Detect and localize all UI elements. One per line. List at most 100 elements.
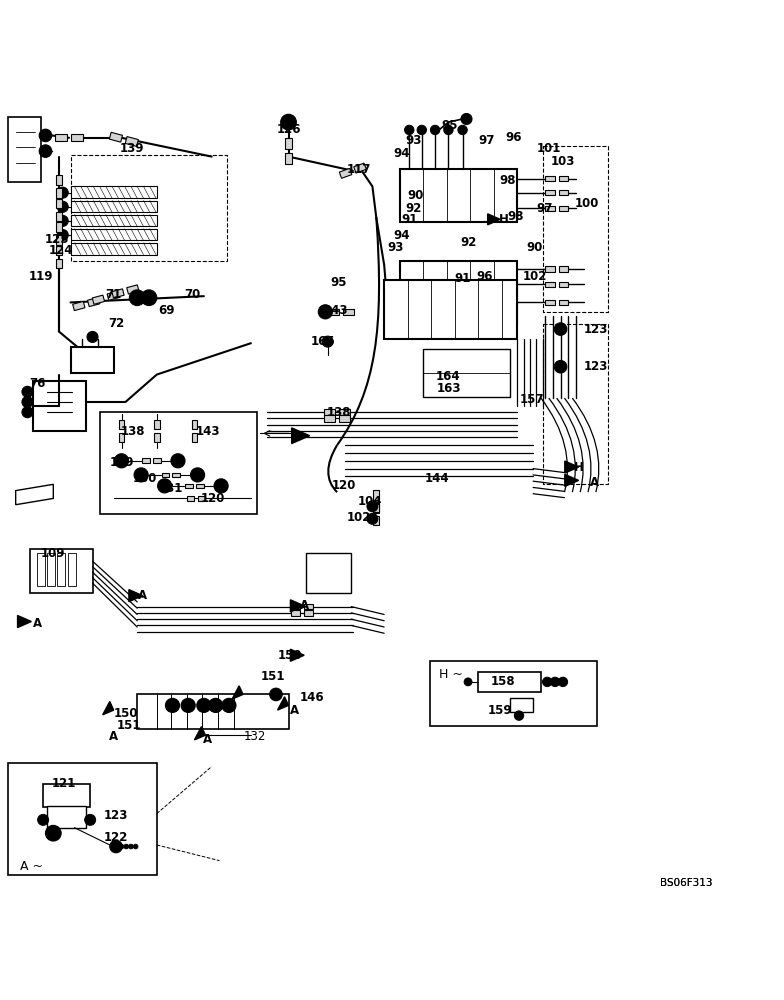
Text: 131: 131	[158, 482, 183, 495]
Circle shape	[458, 125, 467, 135]
Circle shape	[119, 844, 124, 849]
Bar	[291, 610, 300, 616]
Text: 92: 92	[406, 202, 422, 215]
Bar	[56, 175, 62, 185]
Polygon shape	[17, 615, 31, 628]
Circle shape	[85, 814, 96, 825]
Bar	[71, 243, 157, 255]
Polygon shape	[290, 600, 304, 612]
Text: 101: 101	[536, 142, 561, 155]
Circle shape	[270, 688, 282, 701]
Text: 151: 151	[117, 719, 142, 732]
Circle shape	[214, 479, 228, 493]
Bar	[162, 473, 169, 477]
Bar	[71, 229, 157, 240]
Text: 109: 109	[41, 547, 66, 560]
Bar	[187, 496, 194, 501]
Bar	[100, 412, 257, 514]
Bar	[153, 458, 161, 463]
Polygon shape	[290, 649, 304, 661]
Text: A: A	[109, 730, 118, 743]
Bar	[196, 484, 204, 488]
Bar	[30, 549, 93, 593]
Bar	[56, 235, 62, 245]
Text: 69: 69	[158, 304, 175, 317]
Circle shape	[57, 230, 68, 240]
Text: A: A	[590, 476, 599, 489]
Bar	[546, 282, 555, 287]
Bar	[47, 806, 86, 828]
Text: 157: 157	[519, 393, 544, 406]
Polygon shape	[564, 474, 579, 486]
Bar	[185, 484, 193, 488]
Text: 138: 138	[326, 406, 351, 419]
Circle shape	[141, 290, 157, 306]
Circle shape	[417, 125, 426, 135]
Circle shape	[181, 698, 195, 712]
Bar	[93, 295, 104, 304]
Text: 143: 143	[323, 304, 348, 317]
Text: A ~: A ~	[20, 860, 42, 873]
Bar	[125, 137, 139, 146]
Text: 150: 150	[278, 649, 303, 662]
Text: 124: 124	[49, 244, 74, 257]
Bar	[198, 496, 205, 501]
Bar	[400, 261, 517, 324]
Text: 102: 102	[347, 511, 372, 524]
Circle shape	[39, 145, 52, 157]
Circle shape	[22, 386, 33, 397]
Bar	[56, 222, 62, 232]
Circle shape	[165, 698, 180, 712]
Text: 143: 143	[195, 425, 220, 438]
Circle shape	[134, 468, 148, 482]
Circle shape	[57, 201, 68, 212]
Text: 98: 98	[499, 174, 517, 187]
Bar	[71, 347, 114, 373]
Text: 103: 103	[550, 155, 575, 168]
Text: 129: 129	[109, 456, 134, 469]
Text: 90: 90	[527, 241, 543, 254]
Circle shape	[133, 844, 138, 849]
Polygon shape	[488, 214, 500, 225]
Circle shape	[554, 360, 567, 373]
Bar	[107, 291, 119, 300]
Text: 165: 165	[310, 335, 336, 348]
Bar	[430, 661, 597, 726]
Text: 96: 96	[505, 131, 522, 144]
Text: 163: 163	[436, 382, 461, 395]
Circle shape	[191, 468, 205, 482]
Text: 138: 138	[121, 425, 146, 438]
Bar	[55, 134, 67, 141]
Text: 125: 125	[44, 233, 69, 246]
Bar	[510, 698, 533, 712]
Text: BS06F313: BS06F313	[660, 878, 712, 888]
Text: 90: 90	[408, 189, 423, 202]
Text: 104: 104	[358, 495, 383, 508]
Bar	[324, 415, 335, 422]
Bar	[33, 381, 86, 431]
Circle shape	[171, 454, 185, 468]
Text: 100: 100	[574, 197, 599, 210]
Bar	[137, 694, 289, 729]
Text: 102: 102	[522, 270, 547, 283]
Circle shape	[322, 336, 333, 347]
Bar	[154, 433, 160, 442]
Bar	[8, 763, 157, 875]
Bar	[546, 206, 555, 211]
Bar	[71, 134, 83, 141]
Bar	[339, 409, 350, 415]
Text: 132: 132	[244, 730, 266, 743]
Circle shape	[57, 187, 68, 198]
Bar	[324, 409, 335, 415]
Text: 144: 144	[425, 472, 450, 485]
Bar	[339, 168, 352, 178]
Circle shape	[550, 677, 560, 687]
Bar	[546, 300, 555, 305]
Bar	[71, 186, 157, 198]
Text: 71: 71	[106, 288, 122, 301]
Text: 150: 150	[113, 707, 138, 720]
Circle shape	[367, 513, 378, 524]
Bar	[43, 784, 90, 807]
Bar	[285, 153, 292, 164]
Circle shape	[318, 305, 332, 319]
